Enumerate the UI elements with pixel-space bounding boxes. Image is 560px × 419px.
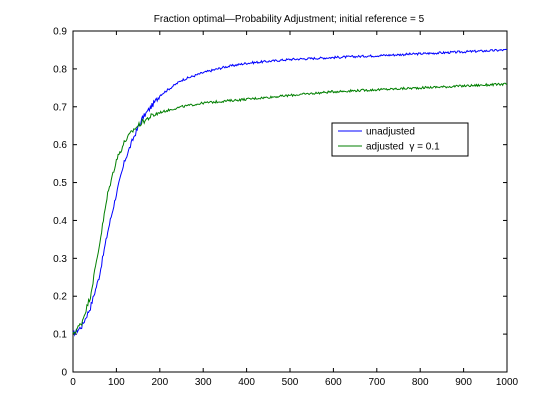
y-tick-label: 0.9 bbox=[53, 27, 67, 38]
y-tick-label: 0.4 bbox=[53, 216, 67, 227]
x-tick-label: 300 bbox=[195, 377, 212, 388]
x-tick-label: 600 bbox=[325, 377, 342, 388]
axis-ticks: 0 100 200 300 400 500 600 700 800 900 1000 0 0.1 0.2 0… bbox=[53, 27, 518, 389]
chart-title: Fraction optimal—Probability Adjustment;… bbox=[154, 14, 425, 25]
x-tick-label: 0 bbox=[70, 377, 76, 388]
series-lines bbox=[72, 48, 508, 337]
x-tick-label: 800 bbox=[412, 377, 429, 388]
x-tick-label: 700 bbox=[368, 377, 385, 388]
x-tick-label: 1000 bbox=[496, 377, 519, 388]
legend-label-unadjusted: unadjusted bbox=[366, 127, 415, 138]
y-tick-label: 0.2 bbox=[53, 292, 67, 303]
x-tick-label: 200 bbox=[151, 377, 168, 388]
y-tick-label: 0.8 bbox=[53, 64, 67, 75]
y-tick-label: 0.5 bbox=[53, 178, 67, 189]
y-tick-label: 0.1 bbox=[53, 330, 67, 341]
x-tick-label: 500 bbox=[282, 377, 299, 388]
series-line-0 bbox=[72, 48, 508, 337]
y-tick-label: 0.6 bbox=[53, 140, 67, 151]
legend-box bbox=[331, 122, 469, 157]
y-tick-label: 0.7 bbox=[53, 102, 67, 113]
legend: unadjusted adjusted γ = 0.1 bbox=[331, 122, 469, 157]
legend-label-adjusted: adjusted γ = 0.1 bbox=[366, 142, 440, 153]
x-tick-label: 900 bbox=[455, 377, 472, 388]
plot-area bbox=[72, 30, 508, 373]
series-line-1 bbox=[72, 82, 508, 335]
x-tick-label: 100 bbox=[108, 377, 125, 388]
y-tick-label: 0.3 bbox=[53, 254, 67, 265]
y-tick-label: 0 bbox=[61, 368, 67, 379]
x-tick-label: 400 bbox=[238, 377, 255, 388]
